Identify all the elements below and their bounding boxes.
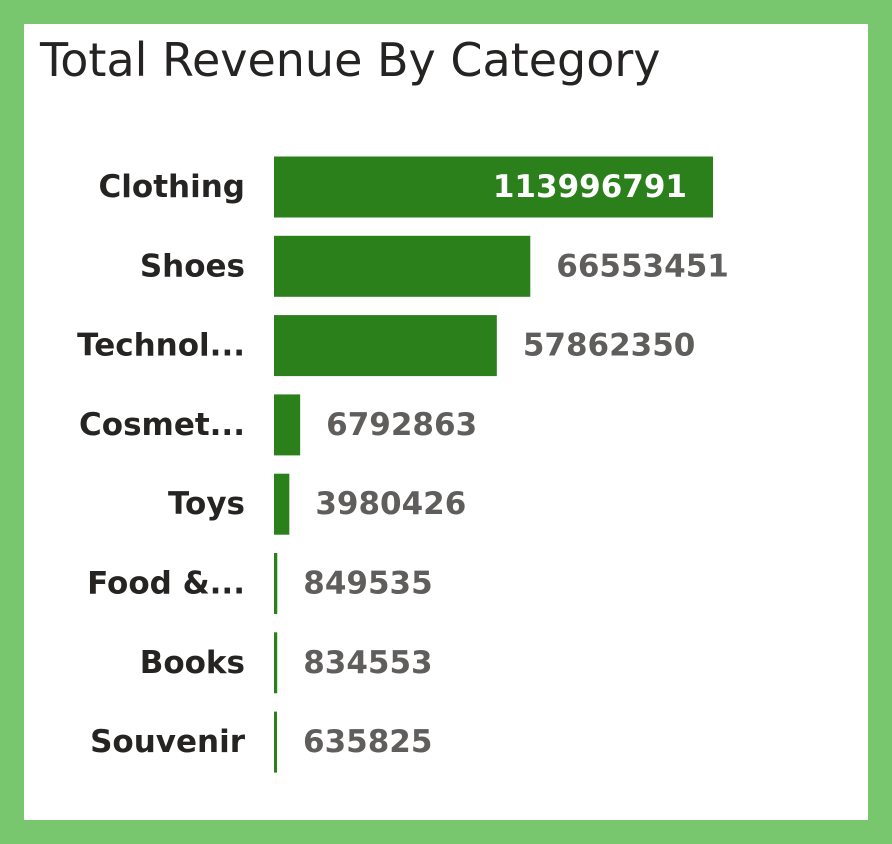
- bar[interactable]: [274, 156, 713, 218]
- data-label: 57862350: [523, 328, 696, 364]
- bar[interactable]: [274, 632, 278, 694]
- chart-title: Total Revenue By Category: [40, 33, 661, 87]
- data-label: 6792863: [326, 407, 477, 443]
- bar[interactable]: [274, 394, 301, 456]
- chart-card: Total Revenue By Category Clothing 113996…: [24, 24, 868, 820]
- category-label: Cosmet...: [79, 407, 245, 443]
- category-label: Clothing: [99, 169, 245, 205]
- data-label: 834553: [303, 645, 432, 681]
- bar-chart: Clothing 113996791 Shoes 66553451 Technol...…: [77, 156, 729, 773]
- bar[interactable]: [274, 473, 290, 535]
- data-label: 113996791: [493, 169, 687, 205]
- category-label: Food &...: [87, 566, 245, 602]
- data-label: 635825: [303, 724, 432, 760]
- bar[interactable]: [274, 711, 277, 773]
- category-label: Technol...: [77, 328, 245, 364]
- category-label: Shoes: [140, 248, 245, 284]
- category-label: Books: [140, 645, 245, 681]
- bar[interactable]: [274, 315, 497, 377]
- bar[interactable]: [274, 553, 278, 614]
- bar[interactable]: [274, 235, 531, 297]
- data-label: 66553451: [556, 248, 729, 284]
- data-label: 3980426: [315, 486, 466, 522]
- data-label: 849535: [303, 566, 432, 602]
- category-label: Souvenir: [90, 724, 246, 760]
- category-label: Toys: [168, 486, 245, 522]
